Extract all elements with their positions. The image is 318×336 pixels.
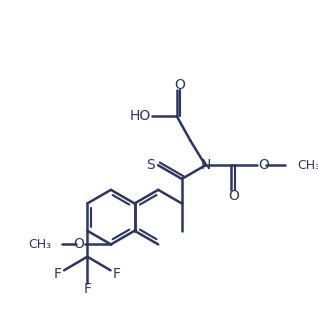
Text: S: S [147,158,155,172]
Text: O: O [73,238,84,251]
Text: F: F [54,267,62,281]
Text: CH₃: CH₃ [28,238,51,251]
Text: CH₃: CH₃ [297,159,318,172]
Text: F: F [113,267,121,281]
Text: HO: HO [130,109,151,123]
Text: F: F [83,282,91,296]
Text: O: O [174,78,185,92]
Text: O: O [229,189,239,203]
Text: N: N [200,158,211,172]
Text: O: O [258,158,269,172]
